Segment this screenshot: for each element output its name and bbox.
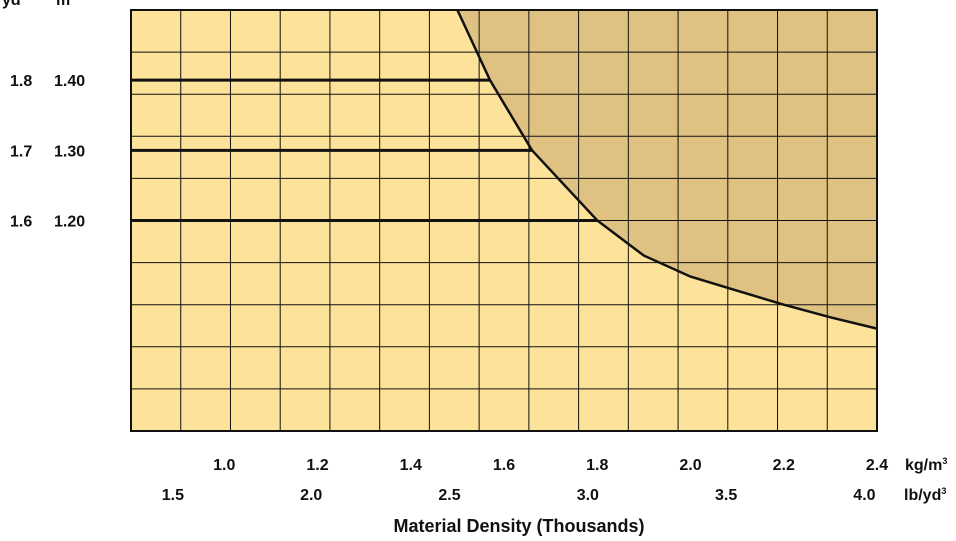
y-tick-label-m: 1.40 xyxy=(54,73,85,90)
x-unit-kg: kg/m3 xyxy=(905,456,947,474)
x-tick-labels: 1.0 1.2 1.4 1.6 1.8 2.0 2.2 2.4 1.5 2.0 2.5 3.0 3.5 4… xyxy=(162,457,888,504)
x-tick-label-lb: 3.0 xyxy=(577,487,599,504)
x-tick-label-kg: 2.2 xyxy=(773,457,795,474)
x-tick-label-lb: 2.0 xyxy=(300,487,322,504)
y-tick-label-m: 1.30 xyxy=(54,143,85,160)
plot-area xyxy=(130,9,878,432)
y-tick-label-yd: 1.8 xyxy=(10,73,32,90)
plot-frame xyxy=(130,9,878,432)
y-unit-yd: yd3 xyxy=(2,0,26,9)
limit-curve xyxy=(456,9,878,330)
x-tick-label-lb: 2.5 xyxy=(438,487,460,504)
y-tick-label-yd: 1.7 xyxy=(10,143,32,160)
x-tick-label-kg: 2.4 xyxy=(866,457,888,474)
x-tick-label-kg: 1.0 xyxy=(213,457,235,474)
x-tick-label-lb: 3.5 xyxy=(715,487,737,504)
x-axis-title: Material Density (Thousands) xyxy=(393,516,644,536)
x-tick-label-lb: 4.0 xyxy=(853,487,875,504)
y-tick-label-yd: 1.6 xyxy=(10,214,32,231)
y-tick-labels: 1.6 1.20 1.7 1.30 1.8 1.40 xyxy=(10,73,85,230)
excluded-region xyxy=(457,10,877,329)
x-tick-label-lb: 1.5 xyxy=(162,487,184,504)
x-tick-label-kg: 1.6 xyxy=(493,457,515,474)
x-tick-label-kg: 1.8 xyxy=(586,457,608,474)
x-unit-lb: lb/yd3 xyxy=(904,486,946,504)
x-tick-label-kg: 2.0 xyxy=(679,457,701,474)
x-tick-label-kg: 1.4 xyxy=(400,457,422,474)
y-tick-label-m: 1.20 xyxy=(54,214,85,231)
x-tick-label-kg: 1.2 xyxy=(306,457,328,474)
y-unit-m: m3 xyxy=(56,0,75,9)
